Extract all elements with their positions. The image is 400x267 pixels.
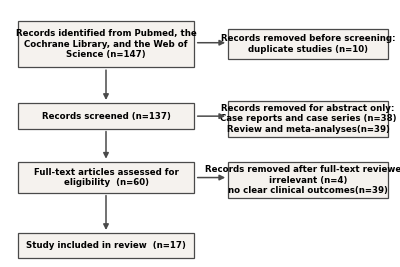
FancyBboxPatch shape <box>228 29 388 60</box>
FancyBboxPatch shape <box>228 162 388 198</box>
FancyBboxPatch shape <box>18 162 194 193</box>
Text: Records removed before screening:
duplicate studies (n=10): Records removed before screening: duplic… <box>221 34 395 54</box>
Text: Records screened (n=137): Records screened (n=137) <box>42 112 170 121</box>
FancyBboxPatch shape <box>18 21 194 68</box>
Text: Records removed for abstract only:
Case reports and case series (n=38)
Review an: Records removed for abstract only: Case … <box>220 104 396 134</box>
Text: Full-text articles assessed for
eligibility  (n=60): Full-text articles assessed for eligibil… <box>34 168 178 187</box>
FancyBboxPatch shape <box>18 233 194 258</box>
Text: Records identified from Pubmed, the
Cochrane Library, and the Web of
Science (n=: Records identified from Pubmed, the Coch… <box>16 29 196 59</box>
FancyBboxPatch shape <box>228 101 388 137</box>
Text: Study included in review  (n=17): Study included in review (n=17) <box>26 241 186 250</box>
Text: Records removed after full-text reviewed:
irrelevant (n=4)
no clear clinical out: Records removed after full-text reviewed… <box>205 165 400 195</box>
FancyBboxPatch shape <box>18 104 194 129</box>
